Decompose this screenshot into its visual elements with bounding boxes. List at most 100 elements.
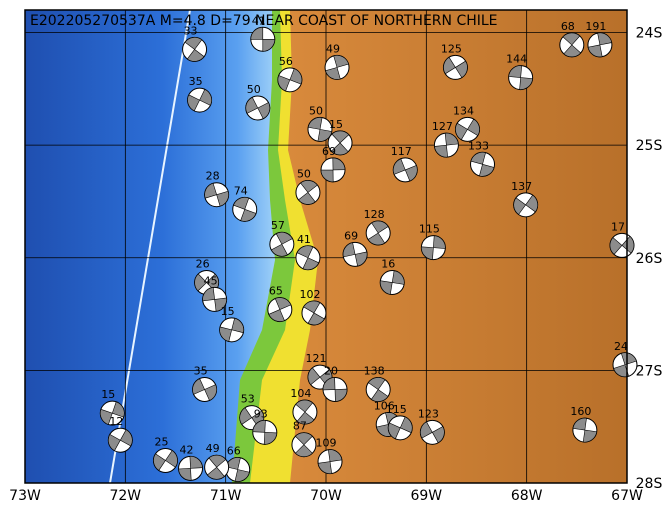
focal-mechanism: 56 (277, 55, 303, 93)
focal-mechanism: 138 (364, 365, 391, 403)
focal-mechanism: 49 (324, 42, 350, 80)
focal-mechanism: 74 (232, 184, 258, 222)
event-label: 49 (326, 42, 340, 55)
lon-tick-label: 72W (109, 488, 141, 504)
focal-mechanism: 20 (322, 365, 348, 403)
focal-mechanism: 50 (295, 167, 321, 205)
event-label: 41 (252, 14, 266, 27)
compression-quadrant (508, 65, 533, 90)
compression-quadrant (153, 450, 178, 471)
event-label: 123 (418, 407, 439, 420)
focal-mechanism: 115 (419, 223, 446, 261)
event-label: 69 (344, 229, 358, 242)
event-label: 127 (432, 120, 453, 133)
event-label: 138 (364, 365, 385, 378)
event-label: 53 (241, 393, 255, 406)
compression-quadrant (342, 242, 368, 267)
compression-quadrant (320, 157, 346, 183)
event-label: 28 (206, 170, 220, 183)
event-label: 133 (468, 139, 489, 152)
compression-quadrant (421, 235, 446, 260)
event-label: 191 (585, 20, 606, 33)
compression-quadrant (307, 117, 333, 142)
focal-mechanism: 102 (299, 288, 327, 326)
focal-mechanism: 35 (192, 365, 218, 403)
compression-quadrant (322, 377, 348, 402)
focal-mechanism: 133 (468, 139, 496, 177)
compression-quadrant (367, 220, 389, 246)
event-label: 17 (611, 220, 625, 233)
compression-quadrant (330, 130, 350, 156)
event-label: 42 (180, 443, 194, 456)
lat-tick-label: 27S (636, 363, 663, 379)
compression-quadrant (513, 194, 538, 215)
event-label: 12 (109, 415, 123, 428)
event-label: 25 (154, 435, 168, 448)
compression-quadrant (277, 68, 303, 92)
focal-mechanism: 104 (290, 387, 318, 425)
lat-tick-label: 25S (636, 138, 663, 154)
compression-quadrant (295, 399, 315, 425)
compression-quadrant (303, 300, 325, 326)
event-label: 104 (290, 387, 311, 400)
compression-quadrant (270, 232, 293, 257)
event-label: 137 (511, 180, 532, 193)
compression-quadrant (219, 317, 244, 342)
event-label: 66 (227, 444, 241, 457)
compression-quadrant (250, 26, 276, 52)
focal-mechanism: 45 (202, 274, 228, 312)
compression-quadrant (192, 378, 217, 401)
lon-tick-label: 69W (410, 488, 442, 504)
focal-mechanism: 125 (441, 42, 468, 80)
focal-mechanism: 17 (609, 220, 635, 258)
compression-quadrant (572, 417, 598, 443)
compression-quadrant (609, 235, 635, 255)
compression-quadrant (294, 432, 313, 457)
event-label: 87 (293, 420, 307, 433)
focal-mechanism: 117 (391, 145, 418, 183)
focal-mechanism: 127 (432, 120, 459, 158)
event-label: 69 (322, 145, 336, 158)
event-label: 16 (381, 258, 395, 271)
event-label: 117 (391, 145, 412, 158)
compression-quadrant (317, 449, 343, 474)
compression-quadrant (392, 158, 418, 182)
focal-mechanism: 57 (269, 219, 295, 257)
event-label: 134 (453, 104, 474, 117)
focal-mechanism: 87 (291, 420, 317, 458)
compression-quadrant (562, 32, 582, 58)
focal-mechanism: 191 (585, 20, 613, 58)
compression-quadrant (268, 297, 292, 322)
focal-mechanism: 69 (342, 229, 368, 267)
focal-mechanism: 65 (267, 285, 293, 323)
compression-quadrant (296, 245, 320, 271)
compression-quadrant (187, 88, 212, 112)
compression-quadrant (443, 56, 468, 79)
lon-tick-label: 70W (310, 488, 342, 504)
event-label: 49 (206, 442, 220, 455)
focal-mechanism: 15 (99, 388, 125, 426)
event-label: 50 (247, 83, 261, 96)
lon-tick-label: 68W (511, 488, 543, 504)
compression-quadrant (206, 454, 227, 480)
event-label: 65 (269, 285, 283, 298)
event-label: 160 (570, 405, 591, 418)
focal-mechanism: 128 (364, 208, 391, 246)
compression-quadrant (379, 270, 405, 295)
focal-mechanism: 35 (187, 75, 213, 113)
event-label: 121 (305, 352, 326, 365)
event-label: 15 (101, 388, 115, 401)
event-label: 56 (279, 55, 293, 68)
event-label: 50 (309, 104, 323, 117)
event-label: 115 (386, 403, 407, 416)
focal-mechanism: 28 (204, 170, 230, 208)
compression-quadrant (178, 456, 203, 481)
event-label: 109 (316, 437, 337, 450)
event-label: 93 (254, 407, 268, 420)
focal-mechanism: 160 (570, 405, 598, 443)
event-label: 106 (374, 399, 395, 412)
map-title: E202205270537A M=4.8 D=79 NEAR COAST OF … (30, 13, 498, 29)
focal-mechanism: 16 (379, 258, 405, 296)
event-label: 57 (271, 219, 285, 232)
